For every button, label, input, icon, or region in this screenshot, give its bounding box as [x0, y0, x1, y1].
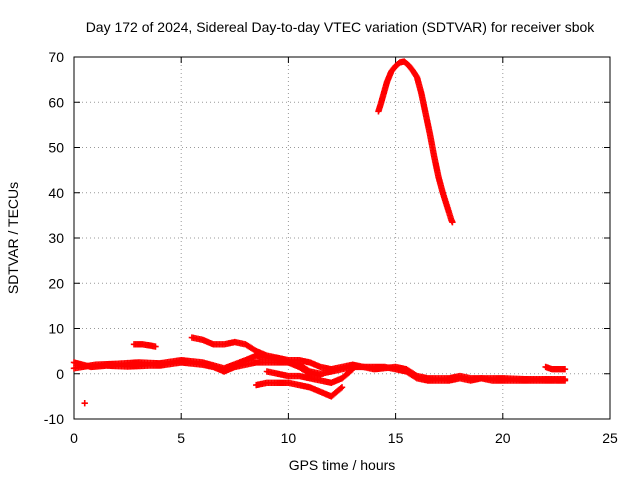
x-tick-label: 10 — [281, 430, 297, 446]
y-tick-label: 30 — [48, 230, 64, 246]
data-series — [70, 58, 569, 407]
data-point — [338, 384, 346, 391]
data-point — [561, 366, 569, 373]
y-tick-label: 50 — [48, 140, 64, 156]
data-point — [349, 366, 356, 373]
y-tick-label: -10 — [44, 411, 64, 427]
x-tick-label: 15 — [388, 430, 404, 446]
data-point — [348, 367, 355, 374]
series-baseline-b — [70, 352, 569, 383]
y-tick-label: 40 — [48, 185, 64, 201]
series-mid-upper — [188, 334, 324, 380]
grid — [74, 57, 610, 419]
series-segment-3h — [130, 341, 159, 350]
data-point — [152, 343, 159, 350]
y-tick-label: 70 — [48, 49, 64, 65]
series-outlier — [81, 399, 88, 407]
x-axis: 0 5 10 15 20 25 — [70, 57, 618, 446]
chart-title: Day 172 of 2024, Sidereal Day-to-day VTE… — [86, 19, 596, 35]
y-tick-label: 60 — [48, 94, 64, 110]
data-point — [337, 385, 345, 392]
x-tick-label: 5 — [177, 430, 185, 446]
series-mid-lower — [253, 379, 346, 400]
y-axis: -10 0 10 20 30 40 50 60 70 — [44, 49, 610, 427]
x-tick-label: 0 — [70, 430, 78, 446]
x-axis-label: GPS time / hours — [289, 457, 396, 473]
y-tick-label: 10 — [48, 321, 64, 337]
x-tick-label: 20 — [495, 430, 511, 446]
y-axis-label: SDTVAR / TECUs — [5, 182, 21, 294]
y-tick-label: 20 — [48, 275, 64, 291]
y-tick-label: 0 — [56, 366, 64, 382]
series-peak — [375, 58, 456, 226]
data-point — [81, 399, 88, 407]
data-point — [561, 375, 569, 383]
series-mid-cross — [263, 366, 356, 386]
series-segment-22h — [542, 363, 569, 373]
data-point — [449, 218, 456, 226]
x-tick-label: 25 — [602, 430, 618, 446]
